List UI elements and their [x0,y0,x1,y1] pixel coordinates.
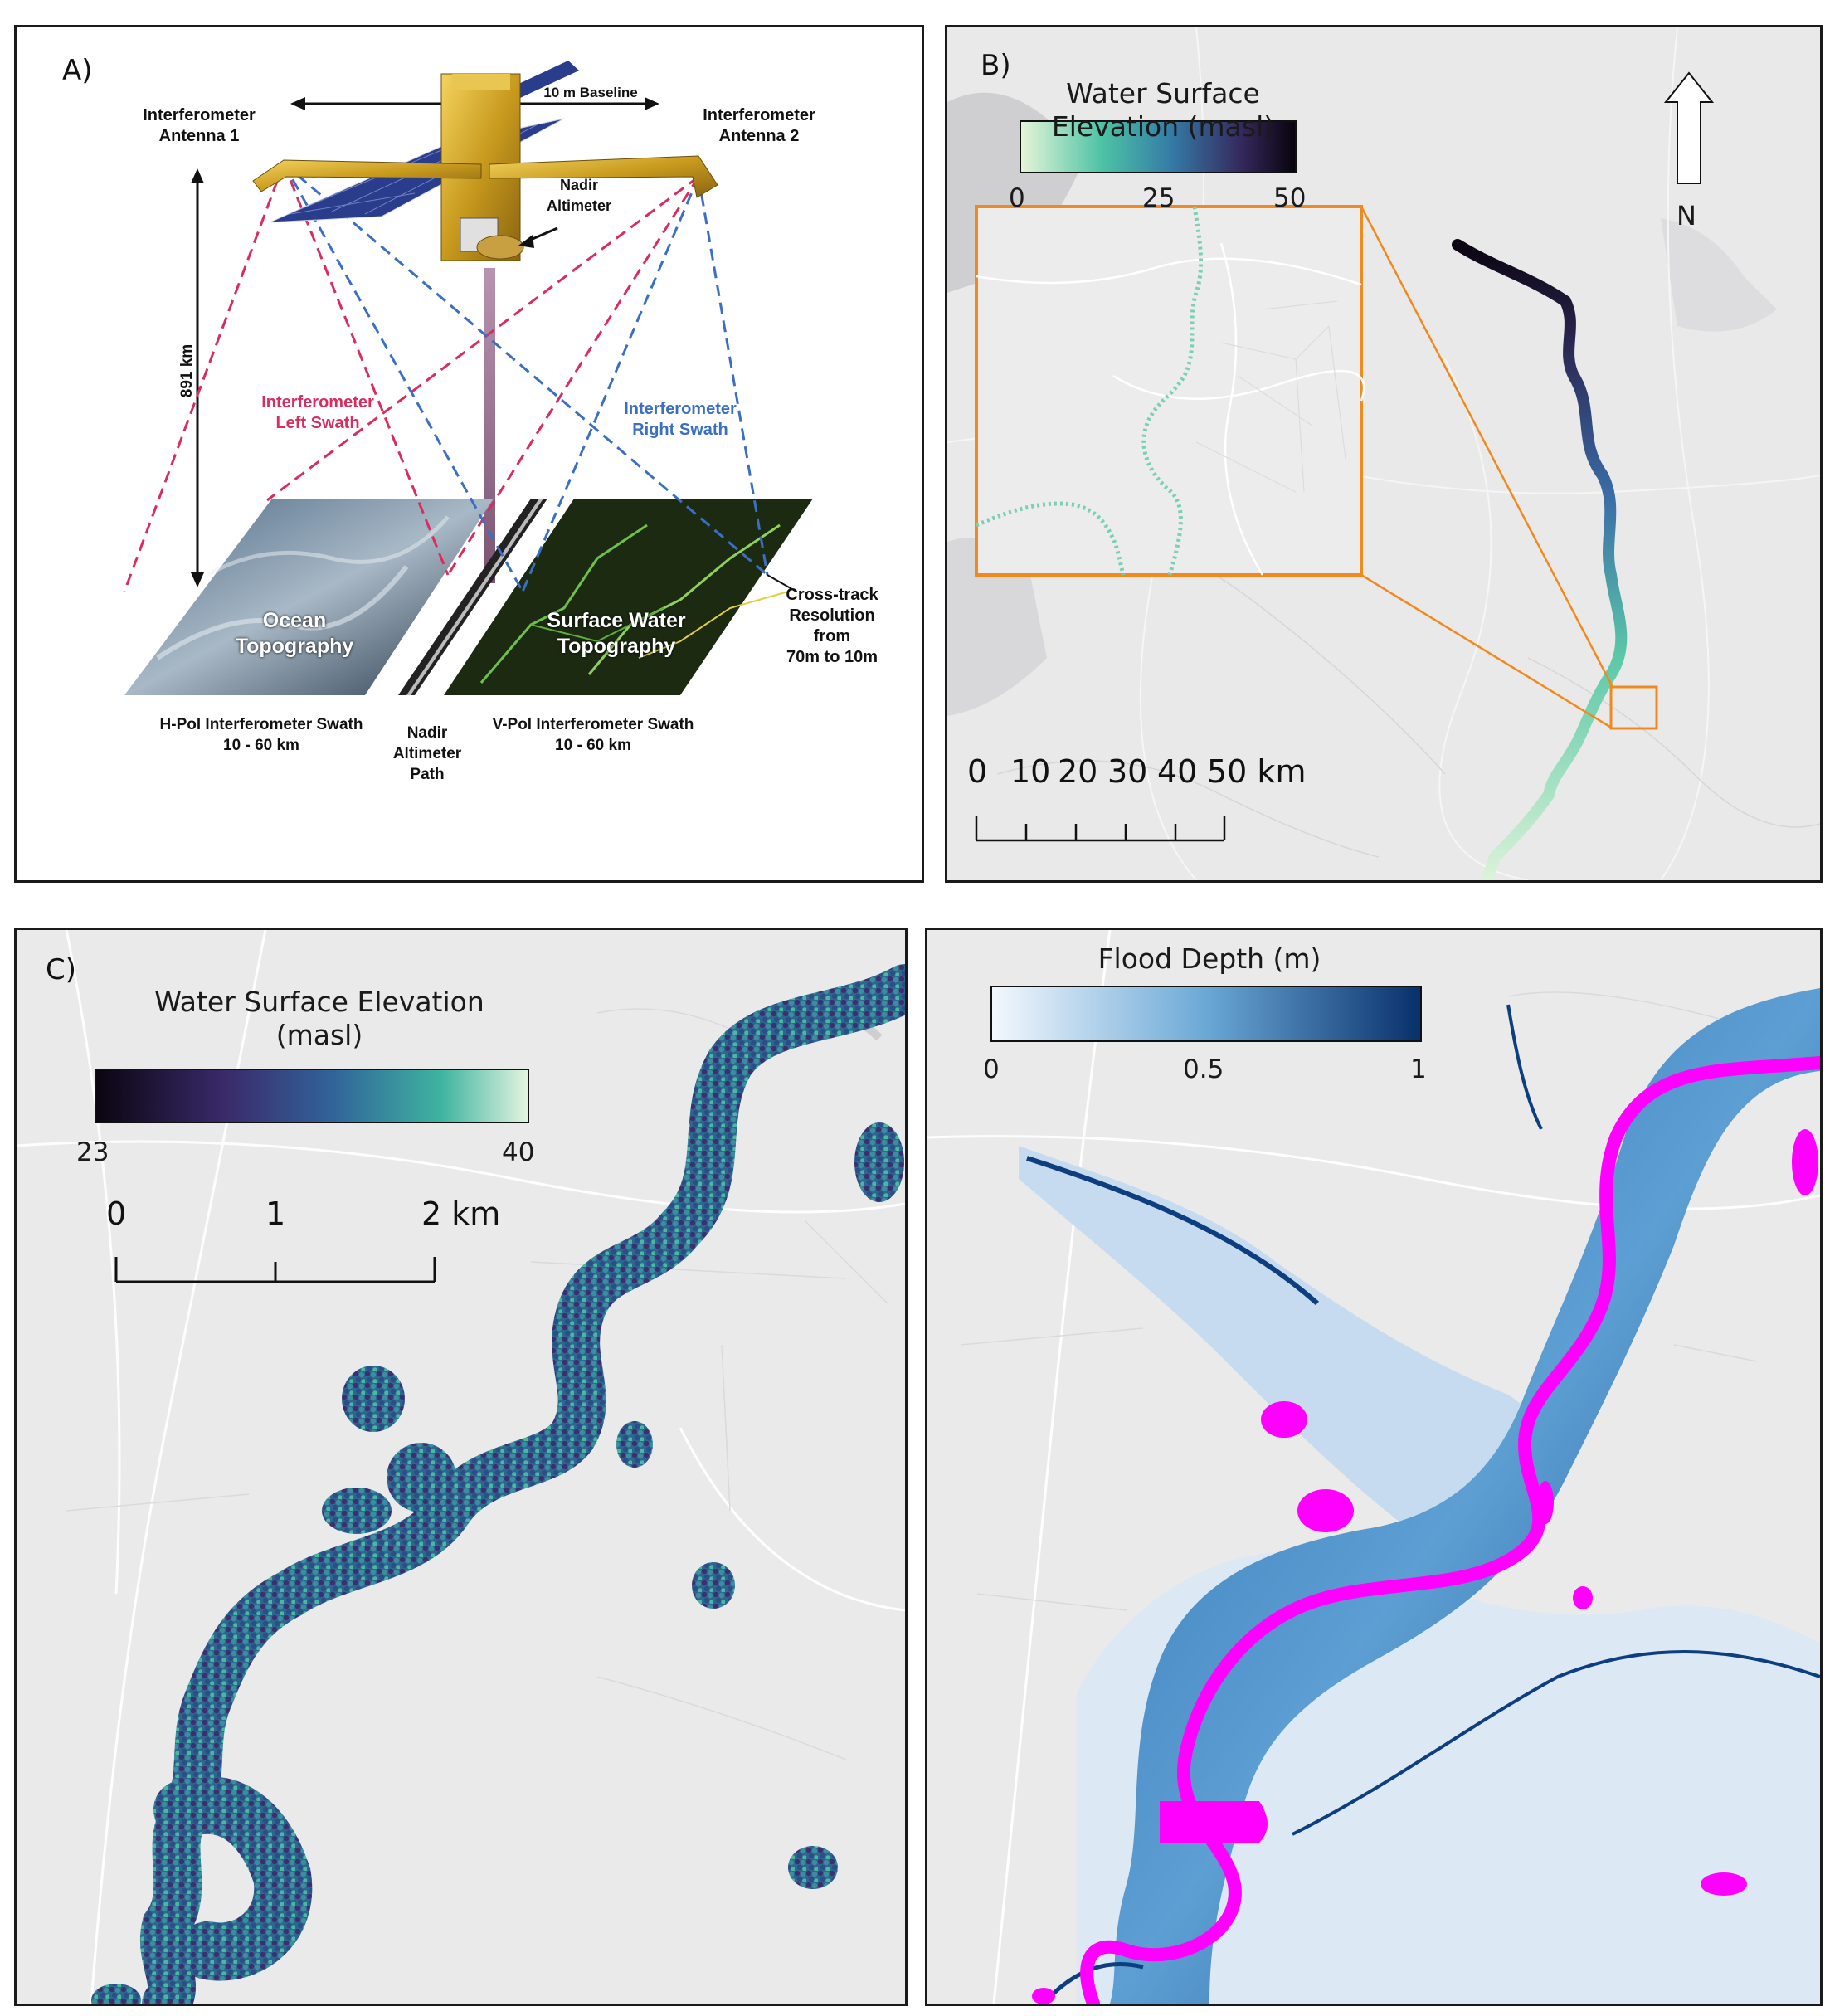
panel-a-swot-diagram: A) 10 m Baseline Interferometer Antenna 1… [14,25,924,883]
wse-point-cloud-map [17,930,905,2004]
panel-a-label: A) [62,54,93,87]
inset-callout-bottom [1360,573,1613,730]
right-swath-label: Interferometer Right Swath [624,400,737,439]
left-swath-label: Interferometer Left Swath [261,393,374,432]
panel-b-label: B) [981,49,1011,82]
north-arrow-icon [1663,71,1715,184]
panel-d-flood-depth: Flood Depth (m) 0 0.5 1 [925,928,1823,2006]
wse-colorbar-c [95,1069,529,1123]
pond-magenta-1 [1261,1401,1307,1438]
ocean-swath [124,499,494,695]
ocean-topography-label: Ocean Topography [235,609,354,658]
scale-b-10: 10 [1010,753,1051,790]
pond-magenta-5 [1537,1481,1554,1524]
cross-track-label: Cross-track Resolution from 70m to 10m [786,586,878,666]
panel-d-tick-1: 1 [1410,1054,1427,1084]
panel-d-tick-0: 0 [983,1054,1000,1084]
north-label: N [1677,200,1696,231]
scale-c-0: 0 [106,1195,127,1232]
swot-satellite-diagram [123,61,813,695]
nadir-beam [484,268,495,583]
left-swath-lines [123,163,700,592]
scale-b-0: 0 [967,753,988,790]
wse-pond-6 [616,1421,653,1468]
wse-pond-2 [387,1443,456,1512]
pond-magenta-2 [1297,1489,1354,1532]
wse-pond-4 [854,1122,904,1202]
flood-deep-corridor [1110,988,1820,2004]
pond-magenta-4 [1573,1586,1593,1609]
inset-callout-top [1360,206,1614,688]
scale-bar-c [114,1257,436,1283]
panel-b-tick-50: 50 [1273,183,1307,213]
wse-pond-7 [788,1846,838,1889]
scale-b-20: 20 [1058,753,1098,790]
nadir-path-strip [398,499,548,695]
panel-b-legend-title: Water Surface Elevation (masl) [1051,77,1275,143]
panel-c-tick-23: 23 [76,1137,110,1167]
panel-c-wse-points: C) Water Surface Elevation (masl) 23 40 0… [14,928,908,2006]
nadir-altimeter-pointer [518,226,558,248]
panel-b-tick-0: 0 [1009,183,1025,213]
pond-magenta-6 [1701,1872,1747,1896]
scale-b-40: 40 [1157,753,1198,790]
flood-depth-colorbar [990,986,1422,1042]
scale-b-50: 50 km [1207,753,1307,790]
antenna-1-label: Interferometer Antenna 1 [143,106,256,145]
hpol-swath-label: H-Pol Interferometer Swath 10 - 60 km [159,716,363,754]
panel-d-tick-0-5: 0.5 [1183,1054,1224,1084]
panel-c-label: C) [46,953,77,986]
scale-bar-b [975,816,1226,842]
flood-depth-map [927,930,1820,2004]
river-overview-map [947,27,1820,880]
nadir-altimeter-path-label: Nadir Altimeter Path [392,724,462,783]
panel-b-tick-25: 25 [1142,183,1175,213]
inset-location-box [1609,685,1658,730]
panel-d-legend-title: Flood Depth (m) [1097,942,1321,975]
inset-map-content [976,206,1365,576]
pond-magenta-3 [1792,1129,1818,1195]
altitude-arrow [191,168,204,587]
vpol-swath-label: V-Pol Interferometer Swath 10 - 60 km [492,716,694,754]
wse-pond-3 [322,1488,392,1534]
river-pool-1 [1160,1801,1268,1843]
inset-map-box [975,205,1363,577]
altitude-label: 891 km [178,343,196,398]
satellite [252,61,718,261]
wse-pond-5 [692,1562,735,1609]
river-channel [1080,1056,1820,2004]
scale-c-2: 2 km [421,1195,501,1232]
right-swath-lines [282,162,769,592]
baseline-label: 10 m Baseline [543,85,638,100]
antenna-2-label: Interferometer Antenna 2 [703,106,815,145]
panel-c-tick-40: 40 [502,1137,535,1167]
flood-upper-west [1019,1146,1555,1561]
cross-track-leader [766,574,797,592]
scale-b-30: 30 [1107,753,1148,790]
nadir-altimeter-label: Nadir Altimeter [546,177,612,214]
scale-c-1: 1 [265,1195,286,1232]
river-wse-track [1452,239,1628,880]
wse-pond-1 [342,1366,405,1432]
wse-colorbar-b [1020,120,1297,173]
surface-water-swath [444,499,813,695]
wse-pond-8 [91,1984,141,2004]
panel-b-river-map: B) Water Surface Elevation (masl) 0 25 5… [945,25,1823,883]
pond-magenta-7 [1032,1988,1055,2004]
panel-c-legend-title: Water Surface Elevation (masl) [154,986,484,1051]
surface-water-topography-label: Surface Water Topography [547,609,686,658]
